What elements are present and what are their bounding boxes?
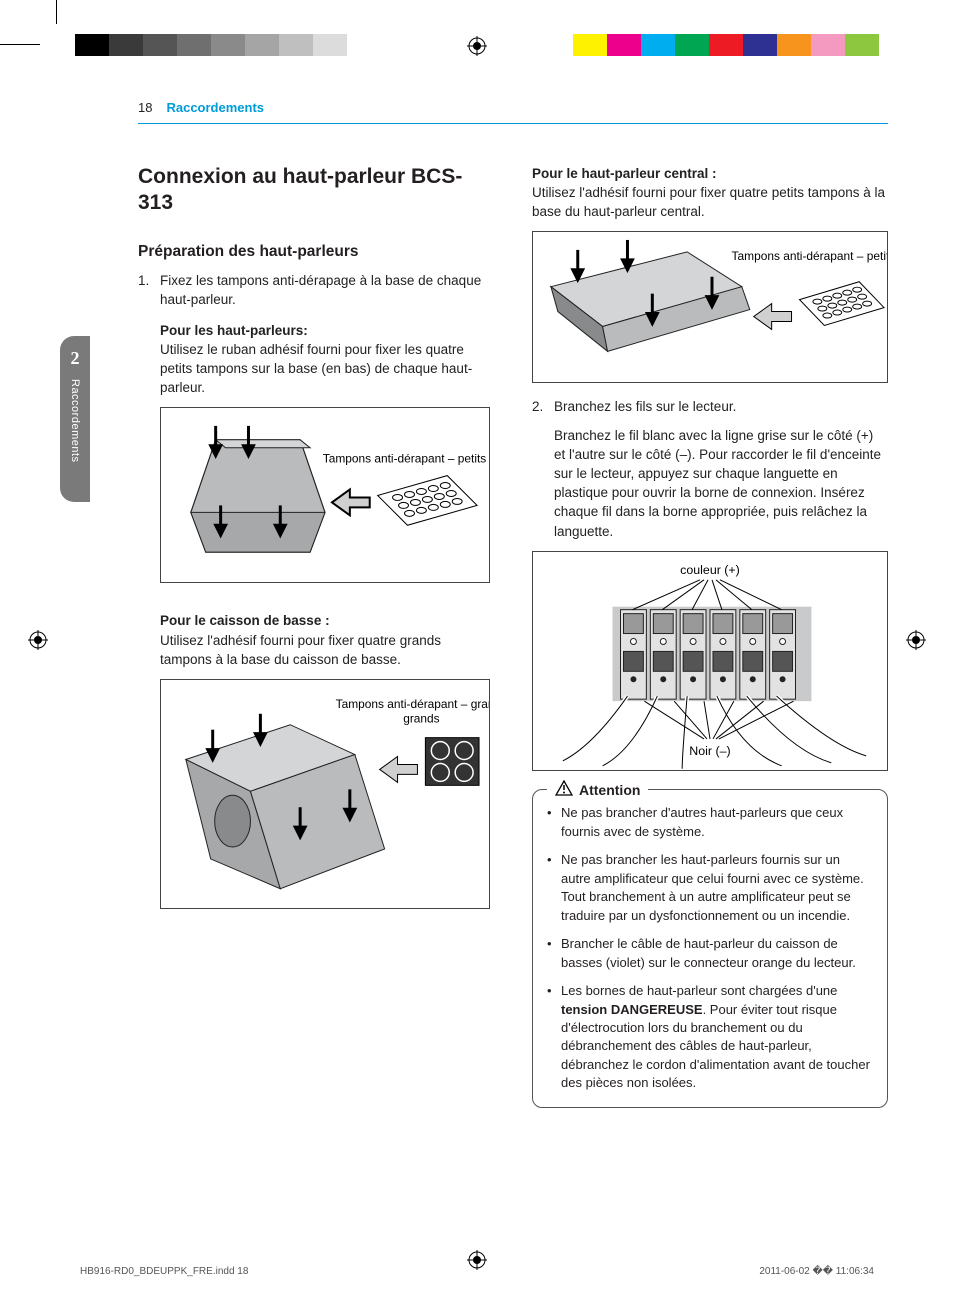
step-2-detail: Branchez le fil blanc avec la ligne gris… <box>532 426 888 541</box>
speakers-text: Utilisez le ruban adhésif fourni pour fi… <box>160 340 494 397</box>
page-number: 18 <box>138 100 152 115</box>
figure-center-speaker: Tampons anti-dérapant – petits <box>532 231 888 382</box>
gray-swatch <box>177 34 211 56</box>
print-footer: HB916-RD0_BDEUPPK_FRE.indd 18 2011-06-02… <box>80 1266 874 1277</box>
step-text: Fixez les tampons anti-dérapage à la bas… <box>160 271 494 309</box>
side-tab-number: 2 <box>71 348 80 369</box>
step-number: 2. <box>532 397 554 416</box>
color-swatch <box>641 34 675 56</box>
section-name: Raccordements <box>166 100 264 115</box>
center-heading: Pour le haut-parleur central : <box>532 164 888 183</box>
footer-timestamp: 2011-06-02 �� 11:06:34 <box>759 1266 874 1277</box>
figure-subwoofer: Tampons anti-dérapant – grands grands <box>160 679 490 909</box>
color-swatch <box>709 34 743 56</box>
subwoofer-heading: Pour le caisson de basse : <box>160 611 494 630</box>
page-title: Connexion au haut-parleur BCS-313 <box>138 164 494 217</box>
attention-item: •Ne pas brancher d'autres haut-parleurs … <box>547 804 873 841</box>
attention-item: •Brancher le câble de haut-parleur du ca… <box>547 935 873 972</box>
color-swatch <box>811 34 845 56</box>
color-swatch <box>607 34 641 56</box>
svg-text:Tampons anti-dérapant – petits: Tampons anti-dérapant – petits <box>732 249 887 263</box>
section-side-tab: 2 Raccordements <box>60 336 90 502</box>
gray-swatch <box>313 34 347 56</box>
gray-swatch <box>75 34 109 56</box>
crop-mark <box>56 0 57 24</box>
footer-file: HB916-RD0_BDEUPPK_FRE.indd 18 <box>80 1266 248 1277</box>
gray-swatch <box>245 34 279 56</box>
gray-swatch <box>211 34 245 56</box>
registration-target-icon <box>467 36 487 61</box>
svg-text:Noir (–): Noir (–) <box>689 744 730 758</box>
attention-item: •Ne pas brancher les haut-parleurs fourn… <box>547 851 873 925</box>
gray-swatch <box>143 34 177 56</box>
left-column: Connexion au haut-parleur BCS-313 Prépar… <box>138 164 494 1108</box>
attention-item: • Les bornes de haut-parleur sont chargé… <box>547 982 873 1093</box>
step-number: 1. <box>138 271 160 309</box>
prep-heading: Préparation des haut-parleurs <box>138 243 494 261</box>
gray-swatch <box>279 34 313 56</box>
subwoofer-text: Utilisez l'adhésif fourni pour fixer qua… <box>160 631 494 669</box>
svg-text:Tampons anti-dérapant – grands: Tampons anti-dérapant – grands <box>336 697 489 711</box>
header-rule <box>138 123 888 124</box>
warning-icon <box>555 780 573 802</box>
step-1: 1. Fixez les tampons anti-dérapage à la … <box>138 271 494 309</box>
page-header: 18 Raccordements <box>138 100 888 115</box>
fig-label: Tampons anti-dérapant – petits <box>323 452 487 466</box>
registration-target-icon <box>28 630 48 655</box>
svg-text:couleur (+): couleur (+) <box>680 563 740 577</box>
gray-swatch <box>109 34 143 56</box>
side-tab-label: Raccordements <box>69 379 81 463</box>
figure-terminals: couleur (+) <box>532 551 888 772</box>
step-2: 2. Branchez les fils sur le lecteur. <box>532 397 888 416</box>
attention-box: Attention •Ne pas brancher d'autres haut… <box>532 789 888 1107</box>
color-swatch <box>845 34 879 56</box>
color-swatch <box>777 34 811 56</box>
attention-title: Attention <box>579 781 640 801</box>
center-text: Utilisez l'adhésif fourni pour fixer qua… <box>532 183 888 221</box>
color-swatch <box>743 34 777 56</box>
right-column: Pour le haut-parleur central : Utilisez … <box>532 164 888 1108</box>
svg-text:grands: grands <box>403 712 439 726</box>
color-swatch <box>675 34 709 56</box>
registration-target-icon <box>906 630 926 655</box>
speakers-heading: Pour les haut-parleurs: <box>160 321 494 340</box>
color-swatch <box>573 34 607 56</box>
step-text: Branchez les fils sur le lecteur. <box>554 397 736 416</box>
figure-speaker: Tampons anti-dérapant – petits <box>160 407 490 583</box>
